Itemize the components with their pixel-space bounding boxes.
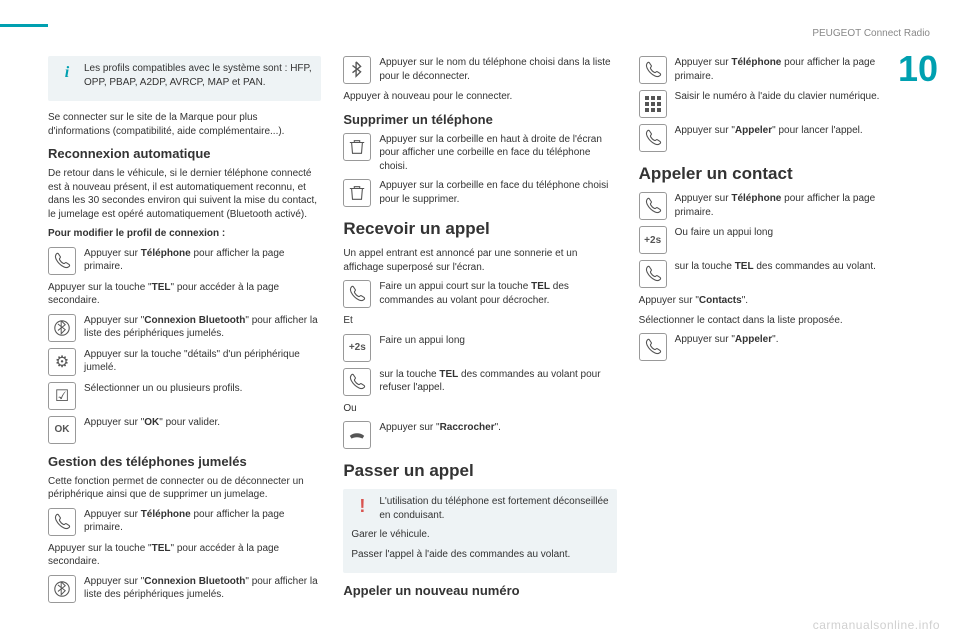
paragraph: Se connecter sur le site de la Marque po… [48,111,321,138]
step-text: Saisir le numéro à l'aide du clavier num… [675,90,912,104]
step-text: sur la touche TEL des commandes au volan… [379,368,616,395]
step-phone: Appuyer sur Téléphone pour afficher la p… [639,56,912,86]
step-trash: Appuyer sur la corbeille en haut à droit… [343,133,616,174]
step-appeler: Appuyer sur "Appeler". [639,333,912,363]
heading-recevoir: Recevoir un appel [343,219,616,239]
info-box-profiles: i Les profils compatibles avec le systèm… [48,56,321,101]
phone-icon [639,333,667,361]
step-bluetooth: Appuyer sur "Connexion Bluetooth" pour a… [48,575,321,605]
header-section-title: PEUGEOT Connect Radio [812,28,930,39]
warning-box: ! L'utilisation du téléphone est forteme… [343,489,616,573]
connector-et: Et [343,314,616,328]
step-text: Appuyer sur "OK" pour valider. [84,416,321,430]
info-text: Les profils compatibles avec le système … [56,62,313,89]
paragraph: Appuyer sur "Contacts". [639,294,912,308]
step-select-profiles: ☑ Sélectionner un ou plusieurs profils. [48,382,321,412]
step-short-press: Faire un appui court sur la touche TEL d… [343,280,616,310]
step-text: Ou faire un appui long [675,226,912,240]
long-press-icon: +2s [343,334,371,362]
page-content: i Les profils compatibles avec le systèm… [48,56,912,620]
paragraph: Sélectionner le contact dans la liste pr… [639,314,912,328]
step-bt-select: Appuyer sur le nom du téléphone choisi d… [343,56,616,86]
warn-text: Passer l'appel à l'aide des commandes au… [351,548,608,562]
step-text: Appuyer sur la touche "détails" d'un pér… [84,348,321,375]
step-keypad: Saisir le numéro à l'aide du clavier num… [639,90,912,120]
step-phone: Appuyer sur Téléphone pour afficher la p… [639,192,912,222]
paragraph: Appuyer sur la touche "TEL" pour accéder… [48,542,321,569]
step-text: Appuyer sur Téléphone pour afficher la p… [675,56,912,83]
paragraph: Cette fonction permet de connecter ou de… [48,475,321,502]
step-trash: Appuyer sur la corbeille en face du télé… [343,179,616,209]
step-long-press: +2s Faire un appui long [343,334,616,364]
bluetooth-icon [343,56,371,84]
step-text: Appuyer sur la corbeille en face du télé… [379,179,616,206]
step-phone: Appuyer sur Téléphone pour afficher la p… [48,508,321,538]
warning-icon: ! [351,495,373,517]
heading-passer-appel: Passer un appel [343,461,616,481]
connector-ou: Ou [343,402,616,416]
paragraph-bold: Pour modifier le profil de connexion : [48,227,321,241]
step-text: Faire un appui court sur la touche TEL d… [379,280,616,307]
step-ok: OK Appuyer sur "OK" pour valider. [48,416,321,446]
step-call: Appuyer sur "Appeler" pour lancer l'appe… [639,124,912,154]
step-hangup: Appuyer sur "Raccrocher". [343,421,616,451]
trash-icon [343,133,371,161]
step-text: Sélectionner un ou plusieurs profils. [84,382,321,396]
checkbox-icon: ☑ [48,382,76,410]
step-phone: Appuyer sur Téléphone pour afficher la p… [48,247,321,277]
hangup-icon [343,421,371,449]
step-tel: sur la touche TEL des commandes au volan… [639,260,912,290]
bluetooth-circle-icon [48,575,76,603]
ok-icon: OK [48,416,76,444]
step-text: Appuyer sur Téléphone pour afficher la p… [675,192,912,219]
step-text: Appuyer sur "Connexion Bluetooth" pour a… [84,314,321,341]
step-tel-refuse: sur la touche TEL des commandes au volan… [343,368,616,398]
paragraph: Appuyer sur la touche "TEL" pour accéder… [48,281,321,308]
step-text: Appuyer sur "Raccrocher". [379,421,616,435]
phone-icon [639,124,667,152]
long-press-icon: +2s [639,226,667,254]
watermark: carmanualsonline.info [813,618,940,632]
phone-icon [343,280,371,308]
step-text: Appuyer sur Téléphone pour afficher la p… [84,508,321,535]
warn-text: L'utilisation du téléphone est fortement… [351,495,608,522]
keypad-icon [639,90,667,118]
warn-text: Garer le véhicule. [351,528,608,542]
phone-icon [639,192,667,220]
step-long-press: +2s Ou faire un appui long [639,226,912,256]
phone-icon [639,260,667,288]
heading-nouveau-numero: Appeler un nouveau numéro [343,583,616,598]
heading-appeler-contact: Appeler un contact [639,164,912,184]
bluetooth-circle-icon [48,314,76,342]
info-icon: i [56,62,78,84]
header-accent-line [0,24,48,27]
phone-icon [343,368,371,396]
paragraph: Appuyer à nouveau pour le connecter. [343,90,616,104]
step-text: Appuyer sur "Appeler". [675,333,912,347]
paragraph: Un appel entrant est annoncé par une son… [343,247,616,274]
heading-supprimer: Supprimer un téléphone [343,112,616,127]
phone-icon [48,508,76,536]
step-text: Appuyer sur "Appeler" pour lancer l'appe… [675,124,912,138]
step-text: Appuyer sur Téléphone pour afficher la p… [84,247,321,274]
step-text: Appuyer sur "Connexion Bluetooth" pour a… [84,575,321,602]
step-text: Faire un appui long [379,334,616,348]
paragraph: De retour dans le véhicule, si le dernie… [48,167,321,221]
gear-icon: ⚙ [48,348,76,376]
step-bluetooth: Appuyer sur "Connexion Bluetooth" pour a… [48,314,321,344]
step-text: Appuyer sur le nom du téléphone choisi d… [379,56,616,83]
heading-reconnexion: Reconnexion automatique [48,146,321,161]
step-text: Appuyer sur la corbeille en haut à droit… [379,133,616,174]
heading-gestion: Gestion des téléphones jumelés [48,454,321,469]
step-details: ⚙ Appuyer sur la touche "détails" d'un p… [48,348,321,378]
phone-icon [639,56,667,84]
phone-icon [48,247,76,275]
trash-icon [343,179,371,207]
step-text: sur la touche TEL des commandes au volan… [675,260,912,274]
